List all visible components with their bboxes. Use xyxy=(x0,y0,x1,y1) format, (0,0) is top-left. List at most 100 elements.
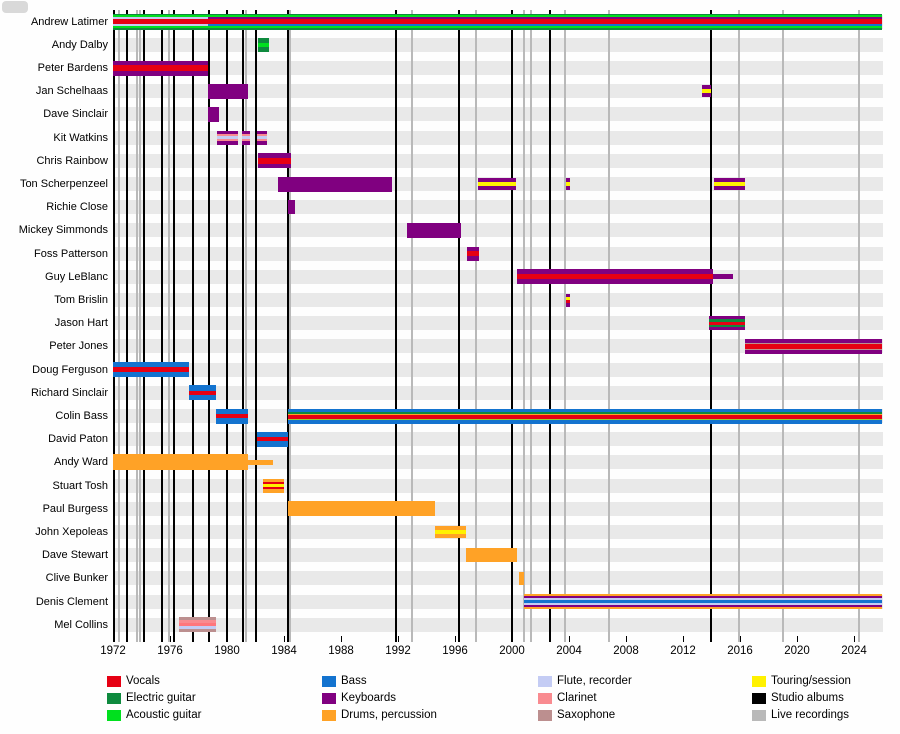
axis-tick xyxy=(112,636,114,642)
axis-tick-label: 2000 xyxy=(499,645,525,657)
bar-stripe-salmon xyxy=(179,623,216,627)
row-band xyxy=(113,455,883,470)
bar-stripe-keyboards xyxy=(744,350,883,354)
legend-label: Studio albums xyxy=(771,692,844,704)
bar-stripe-flute_recorder xyxy=(179,626,216,630)
member-bar xyxy=(215,408,249,424)
bar-stripe-keyboards xyxy=(566,293,570,297)
row-band xyxy=(113,293,883,307)
member-bar xyxy=(435,525,466,539)
bar-stripe-flute_recorder xyxy=(113,17,208,20)
bar-stripe-bass xyxy=(288,408,883,412)
bar-stripe-electric_guitar xyxy=(207,28,883,30)
studio-album-line xyxy=(242,10,245,642)
axis-tick xyxy=(226,636,228,642)
bar-stripe-keyboards xyxy=(714,185,745,190)
axis-tick-label: 2008 xyxy=(613,645,639,657)
member-label: John Xepoleas xyxy=(35,526,108,538)
bar-stripe-keyboards xyxy=(287,200,295,215)
live-recording-line xyxy=(289,10,292,642)
bar-stripe-touring_session xyxy=(477,182,517,186)
legend-swatch-flute_recorder xyxy=(538,676,552,687)
member-label: Mel Collins xyxy=(54,618,108,631)
member-bar xyxy=(248,459,273,465)
row-band xyxy=(113,269,883,284)
member-label: David Paton xyxy=(48,433,108,446)
bar-stripe-touring_session xyxy=(702,89,712,94)
member-label: Andy Ward xyxy=(53,456,108,469)
bar-stripe-vocals xyxy=(263,481,284,485)
bar-stripe-acoustic_guitar xyxy=(113,15,208,18)
axis-tick xyxy=(283,636,285,642)
row-band xyxy=(113,153,883,168)
member-bar xyxy=(566,178,570,190)
axis-tick xyxy=(796,636,798,642)
legend-label: Electric guitar xyxy=(126,692,196,704)
bar-stripe-vocals xyxy=(256,436,289,442)
bar-stripe-saxophone xyxy=(744,342,883,345)
bar-stripe-acoustic_guitar xyxy=(258,42,270,47)
axis-tick-label: 2020 xyxy=(784,645,810,657)
member-bar xyxy=(256,431,289,447)
bar-stripe-vocals xyxy=(113,367,190,372)
member-bar xyxy=(714,178,745,190)
bar-stripe-drums xyxy=(288,413,883,416)
row-band xyxy=(113,501,883,516)
bar-stripe-keyboards xyxy=(516,279,713,285)
member-bar xyxy=(113,60,208,76)
legend-label: Bass xyxy=(341,675,367,687)
member-label: Richie Close xyxy=(46,201,108,214)
axis-tick-label: 1980 xyxy=(214,645,240,657)
legend-label: Touring/session xyxy=(771,675,851,687)
bar-stripe-clarinet xyxy=(241,139,250,142)
row-band xyxy=(113,362,883,377)
member-bar xyxy=(113,13,208,30)
bar-stripe-flute_recorder xyxy=(524,598,883,601)
bar-stripe-vocals xyxy=(215,413,249,419)
studio-album-line xyxy=(173,10,176,642)
studio-album-line xyxy=(112,10,115,642)
legend-label: Live recordings xyxy=(771,709,849,721)
bar-stripe-bass xyxy=(256,431,289,437)
axis-tick-label: 2012 xyxy=(670,645,696,657)
bar-stripe-keyboards xyxy=(217,130,238,135)
bar-stripe-keyboards xyxy=(477,178,517,183)
bar-stripe-bass xyxy=(256,441,289,447)
bar-stripe-bass xyxy=(189,394,216,401)
row-band xyxy=(113,617,883,632)
bar-stripe-clarinet xyxy=(217,139,238,142)
legend-label: Drums, percussion xyxy=(341,709,437,721)
bar-stripe-drums xyxy=(263,489,284,493)
bar-stripe-keyboards xyxy=(702,85,712,90)
member-bar xyxy=(744,338,883,354)
row-band xyxy=(113,200,883,215)
bar-stripe-flute_recorder xyxy=(113,23,208,26)
studio-album-line xyxy=(208,10,211,642)
legend-swatch-live_recordings xyxy=(752,710,766,721)
bar-stripe-flute_recorder xyxy=(217,136,238,140)
member-label: Tom Brislin xyxy=(54,294,108,306)
member-bar xyxy=(258,37,270,52)
axis-tick xyxy=(454,636,456,642)
member-bar xyxy=(465,548,517,563)
legend-swatch-vocals xyxy=(107,676,121,687)
member-label: Andrew Latimer xyxy=(30,15,108,28)
member-bar xyxy=(278,176,393,192)
bar-stripe-vocals xyxy=(263,486,284,490)
axis-tick-label: 2016 xyxy=(727,645,753,657)
bar-stripe-drums xyxy=(248,459,273,465)
studio-album-line xyxy=(286,10,289,642)
member-bar xyxy=(207,13,883,30)
bar-stripe-electric_guitar xyxy=(709,319,745,322)
bar-stripe-electric_guitar xyxy=(113,28,208,30)
bar-stripe-keyboards xyxy=(702,93,712,98)
legend-swatch-studio_albums xyxy=(752,693,766,704)
axis-tick xyxy=(853,636,855,642)
member-bar xyxy=(712,274,733,280)
member-bar xyxy=(263,478,284,493)
bar-stripe-keyboards xyxy=(207,17,883,20)
member-label: Peter Bardens xyxy=(37,62,108,74)
member-bar xyxy=(702,85,712,98)
bar-stripe-keyboards xyxy=(278,176,393,192)
bar-stripe-acoustic_guitar xyxy=(207,25,883,29)
